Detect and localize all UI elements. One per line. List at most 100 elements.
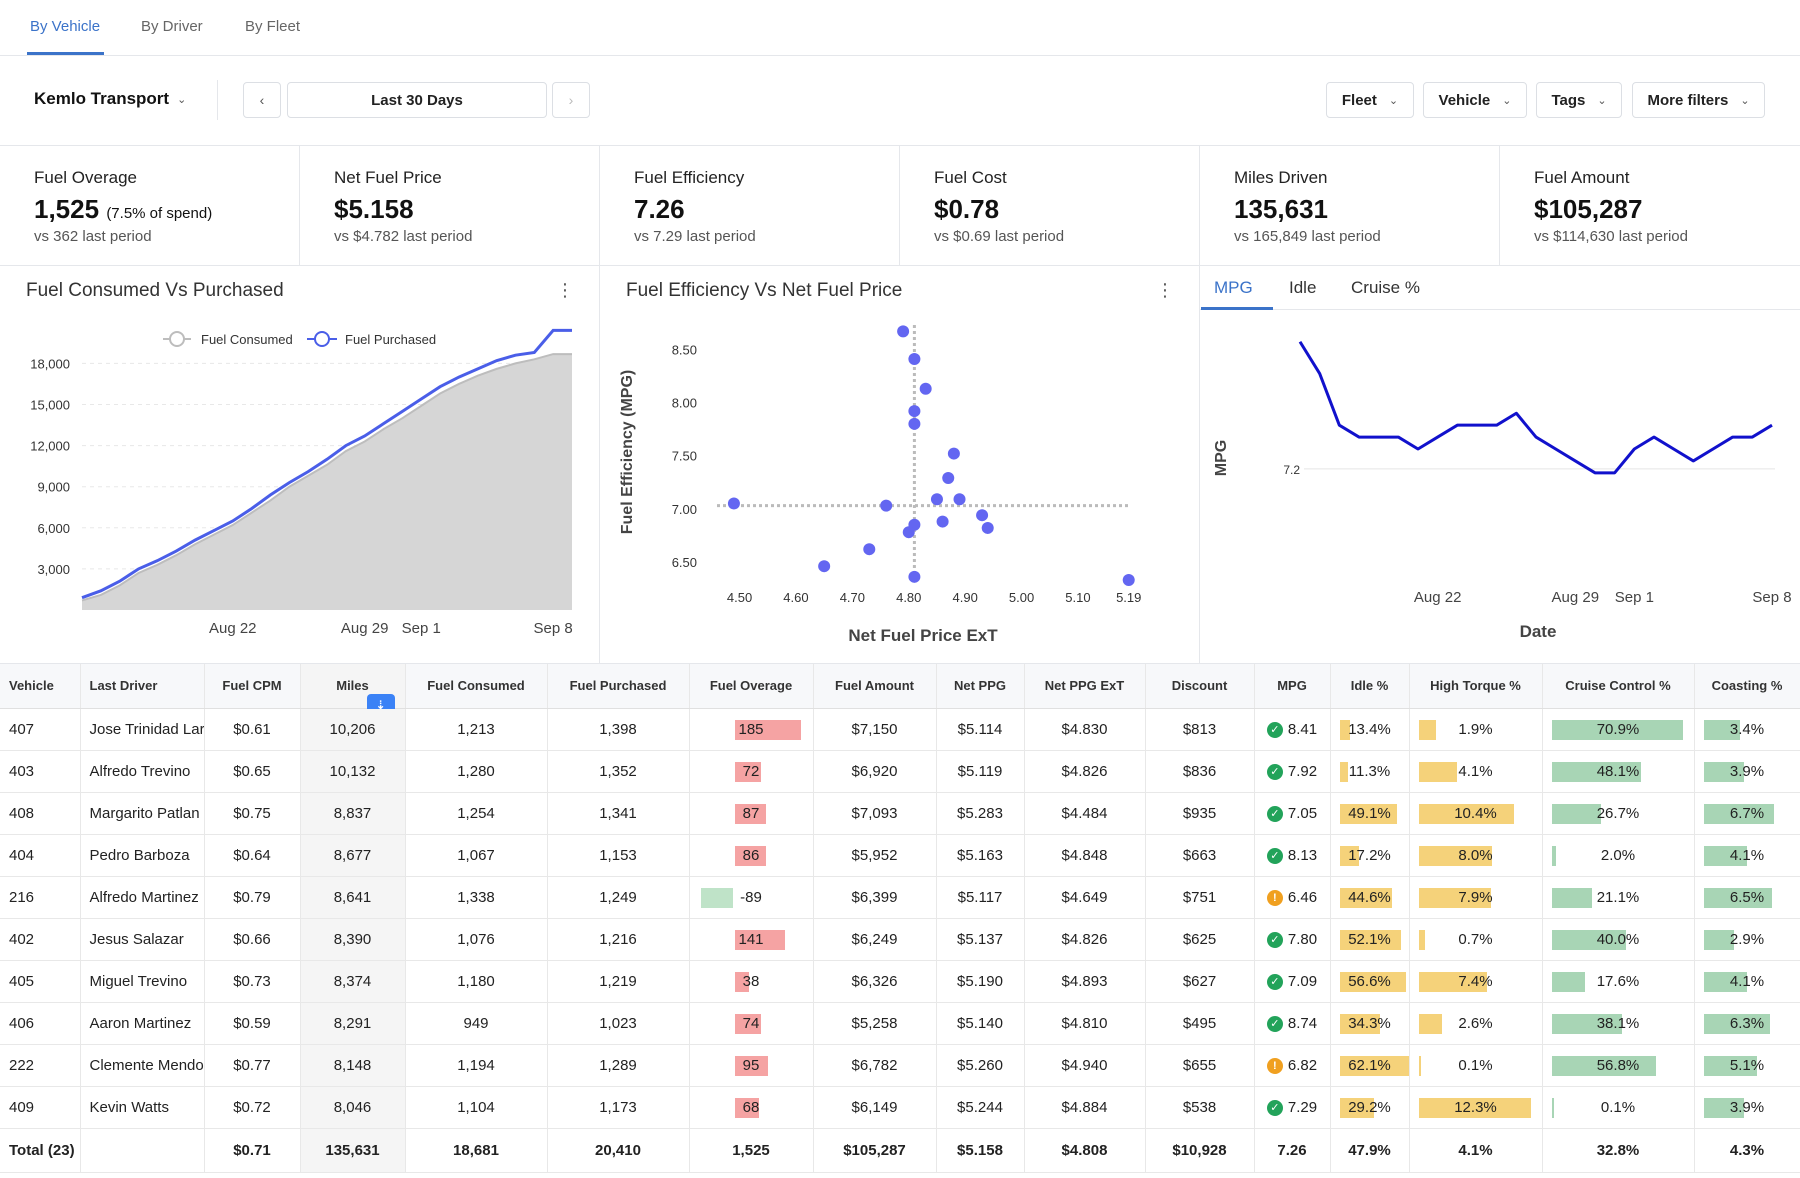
x-tick-label: 5.10 (1065, 590, 1090, 605)
mpg-value: 7.09 (1287, 972, 1318, 990)
cell-purchased: 1,289 (547, 1044, 690, 1087)
column-header-miles[interactable]: Miles ⇣ (300, 664, 406, 716)
tags-filter-button[interactable]: Tags ⌄ (1536, 82, 1622, 118)
consumed-value: 1,067 (457, 846, 495, 864)
idle-value: 62.1% (1348, 1056, 1391, 1074)
cell-driver: Clemente Mendo (80, 1044, 205, 1087)
column-header-coasting[interactable]: Coasting % (1694, 664, 1800, 709)
tab-cruise[interactable]: Cruise % (1351, 278, 1420, 297)
date-range-picker[interactable]: Last 30 Days (287, 82, 547, 118)
column-header-cpm[interactable]: Fuel CPM (204, 664, 301, 709)
cpm-value: $0.73 (233, 972, 271, 990)
y-tick-label: 8.50 (672, 342, 697, 357)
cell-vehicle: 405 (0, 960, 81, 1003)
amount-value: $105,287 (843, 1141, 906, 1159)
table-row[interactable]: 405 Miguel Trevino $0.73 8,374 1,180 1,219 38 $… (0, 960, 1800, 1003)
column-header-vehicle[interactable]: Vehicle (0, 664, 81, 709)
x-tick-label: Sep 1 (1615, 589, 1654, 606)
column-header-purchased[interactable]: Fuel Purchased (547, 664, 690, 709)
discount-value: $663 (1182, 846, 1217, 864)
table-row[interactable]: 406 Aaron Martinez $0.59 8,291 949 1,023 74 $5,… (0, 1002, 1800, 1045)
cell-coasting: 4.1% (1694, 960, 1800, 1003)
ppg-value: $5.119 (957, 762, 1003, 780)
cell-discount: $627 (1145, 960, 1255, 1003)
vehicle-table: Vehicle Last Driver Fuel CPM Miles ⇣ Fuel Con… (0, 664, 1800, 1173)
cpm-value: $0.71 (233, 1141, 271, 1159)
cell-coasting: 3.4% (1694, 708, 1800, 751)
cruise-value: 38.1% (1596, 1014, 1640, 1032)
consumed-area (82, 354, 572, 610)
cell-amount: $6,326 (813, 960, 937, 1003)
chevron-down-icon: ⌄ (177, 93, 187, 106)
vehicle-filter-button[interactable]: Vehicle ⌄ (1423, 82, 1527, 118)
cell-coasting: 6.7% (1694, 792, 1800, 835)
column-header-label: Vehicle (9, 678, 54, 694)
check-circle-icon: ✓ (1266, 721, 1283, 738)
column-header-torque[interactable]: High Torque % (1409, 664, 1543, 709)
column-header-driver[interactable]: Last Driver (80, 664, 205, 709)
cell-idle: 62.1% (1330, 1044, 1410, 1087)
cell-miles: 8,374 (300, 960, 406, 1003)
tab-by-vehicle[interactable]: By Vehicle (30, 18, 101, 35)
column-header-cruise[interactable]: Cruise Control % (1542, 664, 1695, 709)
miles-value: 135,631 (325, 1141, 380, 1159)
cell-consumed: 1,213 (405, 708, 548, 751)
cell-purchased: 1,341 (547, 792, 690, 835)
column-header-idle[interactable]: Idle % (1330, 664, 1410, 709)
cell-coasting: 4.3% (1694, 1128, 1800, 1173)
tab-by-driver[interactable]: By Driver (141, 18, 203, 35)
tab-by-fleet[interactable]: By Fleet (245, 18, 301, 35)
discount-value: $10,928 (1172, 1141, 1227, 1159)
cell-driver: Margarito Patlan (80, 792, 205, 835)
cpm-value: $0.66 (233, 930, 271, 948)
driver-value: Alfredo Martinez (89, 888, 199, 906)
tags-filter-label: Tags (1551, 91, 1586, 109)
company-selector[interactable]: Kemlo Transport ⌄ (34, 89, 186, 109)
fleet-filter-button[interactable]: Fleet ⌄ (1326, 82, 1414, 118)
idle-value: 17.2% (1348, 846, 1391, 864)
cruise-value: 40.0% (1596, 930, 1640, 948)
column-header-amount[interactable]: Fuel Amount (813, 664, 937, 709)
cell-overage: 1,525 (689, 1128, 814, 1173)
cruise-value: 2.0% (1600, 846, 1636, 864)
tab-mpg[interactable]: MPG (1214, 278, 1253, 297)
more-filters-button[interactable]: More filters ⌄ (1632, 82, 1765, 118)
cell-ppg: $5.117 (936, 876, 1025, 919)
column-header-ppg[interactable]: Net PPG (936, 664, 1025, 709)
table-row[interactable]: 216 Alfredo Martinez $0.79 8,641 1,338 1,249 -… (0, 876, 1800, 919)
next-period-button[interactable]: › (552, 82, 590, 118)
more-options-icon[interactable]: ⋮ (556, 280, 574, 300)
active-tab-indicator (1201, 307, 1273, 310)
previous-period-button[interactable]: ‹ (243, 82, 281, 118)
table-row[interactable]: 222 Clemente Mendo $0.77 8,148 1,194 1,289 95 $… (0, 1044, 1800, 1087)
column-header-discount[interactable]: Discount (1145, 664, 1255, 709)
cell-consumed: 1,254 (405, 792, 548, 835)
driver-value: Aaron Martinez (89, 1014, 192, 1032)
column-header-ppg_ext[interactable]: Net PPG ExT (1024, 664, 1146, 709)
scatter-chart: 6.50 7.00 7.50 8.00 8.50 4.50 4.60 4.70 4.80 4.90… (619, 325, 1141, 645)
torque-value: 2.6% (1458, 1014, 1493, 1032)
cruise-value: 0.1% (1600, 1098, 1636, 1116)
cell-amount: $6,249 (813, 918, 937, 961)
table-row[interactable]: 407 Jose Trinidad Lar $0.61 10,206 1,213 1,39… (0, 708, 1800, 751)
table-row[interactable]: 408 Margarito Patlan $0.75 8,837 1,254 1,341 8… (0, 792, 1800, 835)
scatter-point (936, 515, 949, 528)
table-row[interactable]: 404 Pedro Barboza $0.64 8,677 1,067 1,153 86 $5… (0, 834, 1800, 877)
consumed-value: 1,338 (457, 888, 495, 906)
cell-mpg: ✓ 8.74 (1254, 1002, 1331, 1045)
tab-idle[interactable]: Idle (1289, 278, 1317, 297)
more-options-icon[interactable]: ⋮ (1156, 280, 1174, 300)
consumed-value: 1,254 (457, 804, 495, 822)
column-header-label: Cruise Control % (1565, 678, 1671, 694)
scatter-point (880, 499, 893, 512)
column-header-overage[interactable]: Fuel Overage (689, 664, 814, 709)
table-row[interactable]: 402 Jesus Salazar $0.66 8,390 1,076 1,216 141 $… (0, 918, 1800, 961)
table-row[interactable]: 403 Alfredo Trevino $0.65 10,132 1,280 1,352 7… (0, 750, 1800, 793)
cruise-bar (1551, 971, 1585, 992)
cell-amount: $5,258 (813, 1002, 937, 1045)
cell-vehicle: 216 (0, 876, 81, 919)
column-header-mpg[interactable]: MPG (1254, 664, 1331, 709)
cell-miles: 135,631 (300, 1128, 406, 1173)
column-header-consumed[interactable]: Fuel Consumed (405, 664, 548, 709)
table-row[interactable]: 409 Kevin Watts $0.72 8,046 1,104 1,173 68 $6,1… (0, 1086, 1800, 1129)
